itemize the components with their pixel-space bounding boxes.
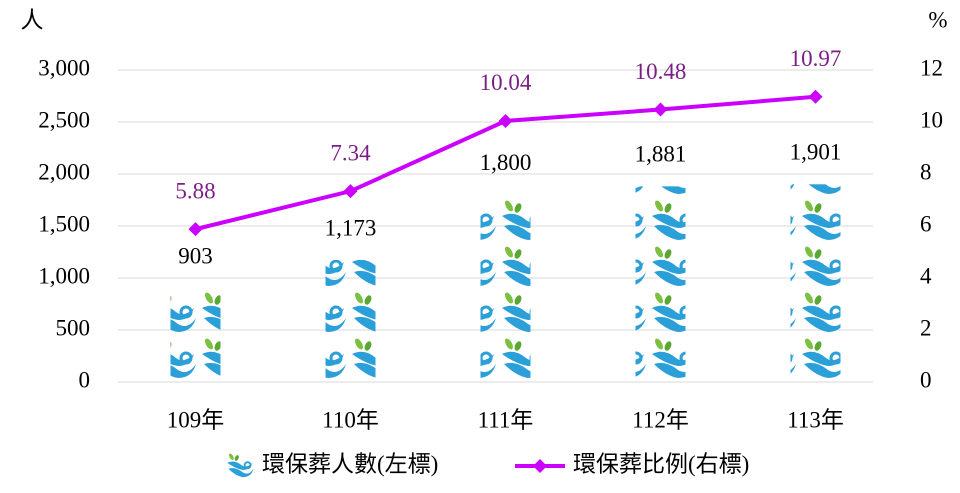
y2-tick-label: 2 xyxy=(920,315,932,340)
bar-value-label: 1,901 xyxy=(790,140,842,165)
y-tick-label: 500 xyxy=(56,315,91,340)
line-marker xyxy=(189,222,203,236)
y-axis-unit: 人 xyxy=(21,7,44,32)
x-tick-label: 113年 xyxy=(787,407,844,432)
y-tick-label: 2,000 xyxy=(38,159,90,184)
y2-tick-label: 8 xyxy=(920,159,932,184)
legend-icon xyxy=(227,453,253,477)
y2-tick-label: 0 xyxy=(920,367,932,392)
line-value-label: 7.34 xyxy=(330,140,371,165)
y2-tick-label: 10 xyxy=(920,107,943,132)
y-tick-label: 2,500 xyxy=(38,107,90,132)
y2-tick-label: 12 xyxy=(920,55,943,80)
legend-marker xyxy=(533,459,547,473)
x-tick-label: 109年 xyxy=(167,407,225,432)
bar-value-label: 1,881 xyxy=(635,142,687,167)
line-marker xyxy=(344,184,358,198)
y-tick-label: 1,000 xyxy=(38,263,90,288)
line-value-label: 5.88 xyxy=(175,178,215,203)
line-value-label: 10.04 xyxy=(480,70,532,95)
line-marker xyxy=(654,103,668,117)
line-marker xyxy=(499,114,513,128)
y-tick-label: 3,000 xyxy=(38,55,90,80)
pictograph-bar xyxy=(791,184,841,382)
pictograph-bar xyxy=(636,186,686,382)
bar-value-label: 1,173 xyxy=(325,215,377,240)
line-value-label: 10.97 xyxy=(790,46,842,71)
pictograph-bar xyxy=(171,288,221,382)
bar-value-label: 903 xyxy=(178,243,213,268)
y2-axis-unit: % xyxy=(928,7,947,32)
y-tick-label: 1,500 xyxy=(38,211,90,236)
pictograph-bar xyxy=(326,260,376,382)
y-tick-label: 0 xyxy=(79,367,91,392)
y2-tick-label: 4 xyxy=(920,263,932,288)
line-marker xyxy=(809,90,823,104)
legend-label: 環保葬人數(左標) xyxy=(262,451,438,476)
chart: 人 % 0 500 1,000 1,500 2,000 2,500 3,000 0 2 4 6 8 10… xyxy=(0,0,960,488)
pictograph-bar xyxy=(481,195,531,382)
legend-label: 環保葬比例(右標) xyxy=(573,451,749,476)
x-tick-label: 112年 xyxy=(632,407,689,432)
x-tick-label: 110年 xyxy=(322,407,379,432)
line-value-label: 10.48 xyxy=(635,59,687,84)
x-tick-label: 111年 xyxy=(478,407,534,432)
bar-value-label: 1,800 xyxy=(480,150,532,175)
y2-tick-label: 6 xyxy=(920,211,932,236)
